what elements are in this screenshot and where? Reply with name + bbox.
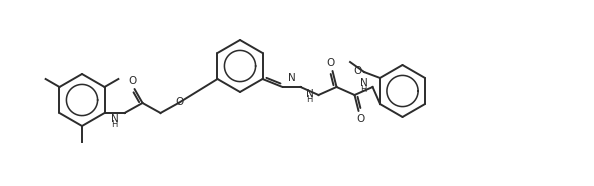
Text: N: N [110, 114, 118, 124]
Text: H: H [361, 85, 366, 94]
Text: N: N [287, 73, 295, 83]
Text: H: H [307, 95, 312, 104]
Text: O: O [128, 76, 137, 86]
Text: N: N [306, 89, 314, 99]
Text: O: O [175, 97, 184, 107]
Text: O: O [356, 114, 365, 124]
Text: N: N [359, 78, 368, 88]
Text: H: H [111, 120, 118, 129]
Text: O: O [326, 58, 334, 68]
Text: O: O [354, 66, 362, 76]
